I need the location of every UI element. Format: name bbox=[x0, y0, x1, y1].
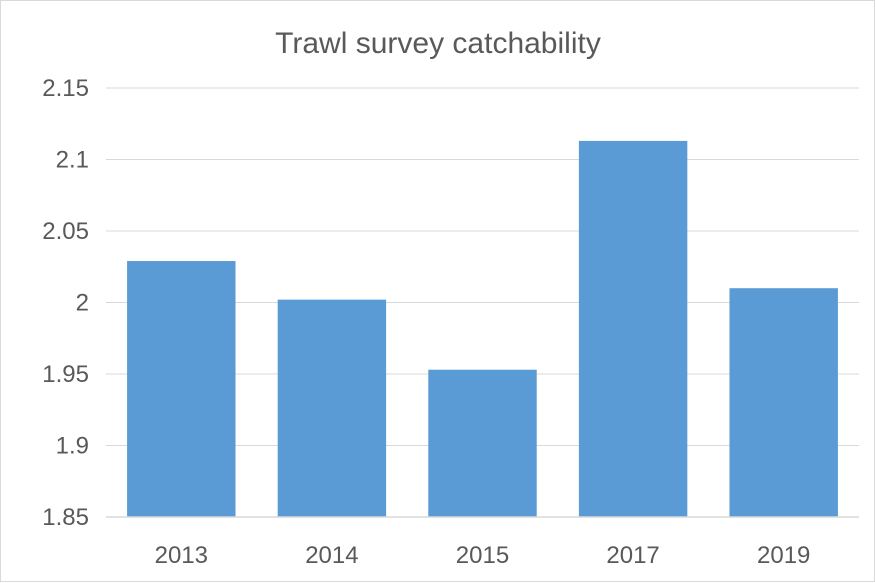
chart-title: Trawl survey catchability bbox=[275, 27, 601, 60]
x-tick-label: 2019 bbox=[757, 542, 810, 569]
y-tick-label: 1.9 bbox=[56, 433, 89, 460]
x-axis-tick-labels: 2013 2014 2015 2017 2019 bbox=[155, 542, 811, 569]
x-tick-label: 2014 bbox=[305, 542, 358, 569]
y-tick-label: 2 bbox=[76, 290, 89, 317]
bar-2019 bbox=[729, 288, 838, 517]
x-tick-label: 2017 bbox=[606, 542, 659, 569]
y-tick-label: 1.95 bbox=[42, 361, 89, 388]
bar-2013 bbox=[127, 261, 236, 517]
y-axis-tick-labels: 1.85 1.9 1.95 2 2.05 2.1 2.15 bbox=[42, 75, 89, 531]
y-tick-label: 2.15 bbox=[42, 75, 89, 102]
x-tick-label: 2015 bbox=[456, 542, 509, 569]
bar-2017 bbox=[578, 140, 688, 517]
y-tick-label: 1.85 bbox=[42, 504, 89, 531]
y-tick-label: 2.1 bbox=[56, 147, 89, 174]
x-tick-label: 2013 bbox=[155, 542, 208, 569]
bars bbox=[127, 140, 838, 517]
bar-2015 bbox=[428, 369, 537, 517]
y-tick-label: 2.05 bbox=[42, 218, 89, 245]
bar-2014 bbox=[277, 299, 387, 517]
